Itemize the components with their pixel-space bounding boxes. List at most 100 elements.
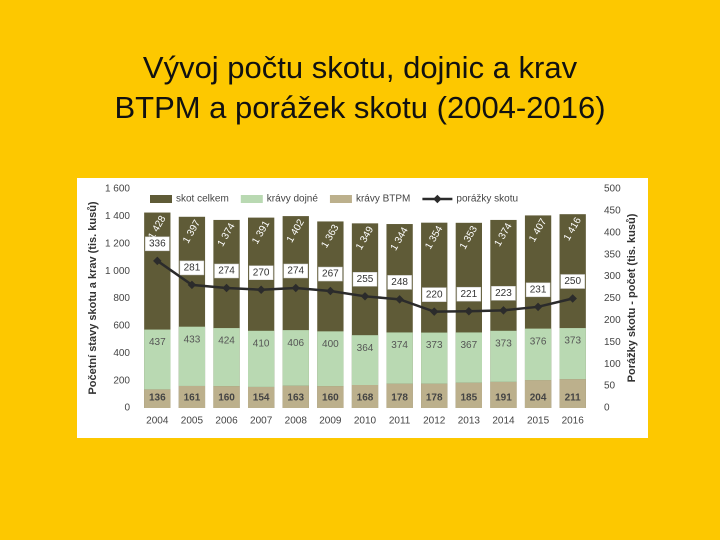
y2-tick-label: 350 bbox=[604, 249, 621, 260]
y2-tick-label: 500 bbox=[604, 184, 621, 195]
x-tick-label: 2016 bbox=[562, 416, 585, 427]
x-tick-label: 2005 bbox=[181, 416, 204, 427]
y-tick-label: 1 600 bbox=[105, 184, 130, 195]
btpm-label: 204 bbox=[530, 393, 547, 404]
dairy-label: 437 bbox=[149, 337, 166, 348]
y-tick-label: 400 bbox=[113, 348, 130, 359]
marker bbox=[464, 306, 474, 316]
label-box bbox=[491, 286, 516, 301]
bar-dairy bbox=[178, 326, 206, 386]
y2-tick-label: 200 bbox=[604, 315, 621, 326]
btpm-label: 178 bbox=[426, 393, 443, 404]
y2-tick-label: 300 bbox=[604, 271, 621, 282]
line-label: 223 bbox=[495, 288, 512, 299]
y2-axis-title: Porážky skotu - počet (tis. kusů) bbox=[626, 213, 638, 382]
x-tick-label: 2006 bbox=[215, 416, 238, 427]
bar-btpm bbox=[351, 385, 379, 408]
legend-label: krávy BTPM bbox=[356, 194, 410, 205]
legend-label: krávy dojné bbox=[267, 194, 319, 205]
bar-btpm bbox=[178, 385, 206, 408]
bar-dairy bbox=[490, 330, 517, 382]
legend-swatch bbox=[329, 195, 352, 203]
line-label: 281 bbox=[184, 263, 201, 274]
btpm-label: 191 bbox=[495, 393, 512, 404]
btpm-label: 168 bbox=[357, 393, 374, 404]
y-tick-label: 200 bbox=[113, 375, 130, 386]
y2-tick-label: 50 bbox=[604, 381, 616, 392]
bar-btpm bbox=[248, 386, 275, 408]
legend-label: skot celkem bbox=[176, 194, 229, 205]
y2-tick-label: 450 bbox=[604, 206, 621, 217]
label-box bbox=[421, 287, 447, 302]
y-tick-label: 1 200 bbox=[105, 238, 130, 249]
dairy-label: 373 bbox=[495, 338, 512, 349]
line-label: 274 bbox=[218, 266, 235, 277]
marker bbox=[499, 306, 508, 315]
btpm-label: 163 bbox=[287, 393, 304, 404]
btpm-label: 211 bbox=[565, 393, 582, 404]
line-label: 250 bbox=[564, 276, 581, 287]
bar-btpm bbox=[421, 383, 448, 408]
bar-dairy bbox=[248, 330, 275, 387]
marker bbox=[153, 256, 162, 266]
btpm-label: 154 bbox=[253, 393, 270, 404]
y2-tick-label: 400 bbox=[604, 227, 621, 238]
bar-btpm bbox=[144, 389, 171, 408]
x-tick-label: 2008 bbox=[285, 416, 308, 427]
bar-dairy bbox=[386, 332, 413, 384]
dairy-label: 367 bbox=[461, 340, 478, 351]
line-label: 270 bbox=[253, 267, 270, 278]
btpm-label: 160 bbox=[218, 393, 235, 404]
legend-swatch bbox=[240, 195, 263, 203]
marker bbox=[256, 285, 266, 294]
bar-dairy bbox=[282, 330, 309, 386]
y-tick-label: 1 400 bbox=[105, 211, 130, 222]
label-box bbox=[387, 275, 412, 290]
y2-tick-label: 250 bbox=[604, 293, 621, 304]
y2-tick-label: 0 bbox=[604, 403, 610, 414]
legend-swatch bbox=[150, 195, 172, 203]
line-label: 231 bbox=[530, 284, 547, 295]
dairy-label: 374 bbox=[391, 340, 408, 351]
label-box bbox=[352, 272, 378, 287]
x-tick-label: 2015 bbox=[527, 416, 550, 427]
marker bbox=[187, 280, 197, 290]
marker bbox=[429, 307, 439, 316]
x-tick-label: 2007 bbox=[250, 416, 273, 427]
label-box bbox=[214, 263, 239, 279]
bar-dairy bbox=[351, 335, 379, 386]
bar-btpm bbox=[559, 379, 586, 408]
bar-dairy bbox=[144, 329, 171, 390]
line-label: 220 bbox=[426, 289, 443, 300]
line-label: 274 bbox=[287, 266, 304, 277]
marker bbox=[533, 302, 543, 312]
label-box bbox=[248, 265, 274, 280]
y-tick-label: 1 000 bbox=[105, 266, 130, 277]
line-label: 255 bbox=[357, 274, 374, 285]
x-tick-label: 2012 bbox=[423, 416, 446, 427]
bar-btpm bbox=[282, 385, 309, 408]
line-label: 336 bbox=[149, 238, 166, 249]
label-box bbox=[318, 266, 343, 282]
legend-label: porážky skotu bbox=[456, 194, 518, 205]
btpm-label: 161 bbox=[184, 393, 201, 404]
bar-btpm bbox=[213, 386, 240, 408]
dairy-label: 410 bbox=[253, 338, 270, 349]
title-line: BTPM a porážek skotu (2004-2016) bbox=[114, 90, 605, 125]
line-label: 221 bbox=[461, 289, 478, 300]
y2-tick-label: 150 bbox=[604, 337, 621, 348]
x-tick-label: 2009 bbox=[319, 416, 342, 427]
legend-marker bbox=[433, 194, 442, 204]
line-label: 267 bbox=[322, 269, 339, 280]
y2-tick-label: 100 bbox=[604, 359, 621, 370]
dairy-label: 364 bbox=[357, 343, 374, 354]
marker bbox=[326, 286, 335, 296]
line-label: 248 bbox=[391, 277, 408, 288]
btpm-label: 160 bbox=[322, 393, 339, 404]
bar-btpm bbox=[317, 386, 344, 408]
x-tick-label: 2014 bbox=[492, 416, 515, 427]
label-box bbox=[525, 282, 551, 298]
label-box bbox=[179, 260, 205, 276]
bar-dairy bbox=[559, 328, 586, 380]
